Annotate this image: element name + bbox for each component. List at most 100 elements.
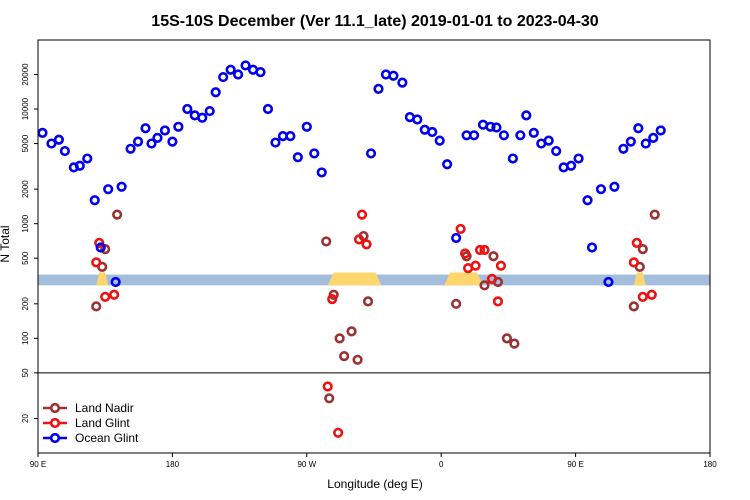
chart-title: 15S-10S December (Ver 11.1_late) 2019-01… [151, 13, 599, 30]
ocean-glint-point [167, 136, 178, 147]
ocean-glint-point [270, 137, 281, 148]
ocean-glint-point [468, 130, 480, 141]
land-glint-point [470, 260, 481, 271]
ocean-glint-point [442, 159, 453, 170]
ocean-glint-point [566, 160, 577, 171]
ocean-glint-point [173, 121, 184, 132]
y-tick-label: 10000 [21, 97, 30, 120]
ocean-glint-point [655, 125, 666, 136]
land-glint-point [628, 257, 639, 268]
land-nadir-point [479, 280, 490, 291]
ocean-glint-point [146, 138, 157, 149]
land-nadir-point [628, 301, 639, 312]
land-nadir-point [649, 209, 660, 220]
land-glint-point [637, 291, 648, 302]
legend-marker-ocean-glint [49, 432, 61, 444]
ocean-glint-point [603, 276, 614, 288]
ocean-glint-point [159, 125, 171, 136]
ocean-glint-point [210, 87, 221, 98]
y-tick-label: 50 [21, 368, 30, 377]
ocean-glint-point [485, 121, 496, 132]
land-glint-point [322, 381, 333, 392]
y-tick-label: 5000 [21, 134, 30, 152]
ocean-glint-point [110, 276, 121, 288]
land-nadir-point [362, 296, 374, 307]
land-bump-1 [96, 272, 109, 286]
ocean-glint-point [218, 71, 229, 83]
ocean-glint-point [240, 60, 251, 71]
land-nadir-point [91, 301, 102, 312]
land-nadir-point [334, 333, 345, 344]
land-nadir-point [324, 393, 335, 404]
land-nadir-point [352, 354, 363, 365]
x-tick-label: 90 W [297, 460, 316, 469]
ocean-glint-point [132, 136, 144, 147]
ocean-glint-point [204, 105, 215, 117]
y-tick-label: 100 [21, 331, 30, 345]
y-tick-label: 2000 [21, 180, 30, 198]
ocean-glint-point [521, 110, 532, 121]
y-axis-label: N Total [0, 225, 12, 262]
ocean-glint-point [498, 130, 510, 141]
land-glint-point [356, 209, 368, 220]
ocean-glint-point [397, 77, 408, 88]
ocean-glint-point [152, 132, 163, 144]
ocean-glint-point [225, 64, 236, 75]
land-glint-point [327, 293, 338, 305]
ocean-glint-point [434, 135, 445, 146]
land-glint-point [474, 244, 486, 256]
ocean-glint-point [640, 138, 651, 149]
land-glint-point [492, 296, 504, 307]
x-tick-label: 180 [703, 460, 717, 469]
land-nadir-point [346, 326, 357, 337]
ocean-glint-point [427, 126, 438, 138]
land-bump-2 [327, 272, 382, 286]
ocean-glint-point [582, 195, 593, 206]
land-glint-point [353, 234, 365, 245]
ocean-glint-point [125, 143, 136, 154]
ocean-glint-point [595, 184, 607, 195]
x-tick-label: 90 E [567, 460, 583, 469]
land-glint-point [91, 257, 102, 268]
ocean-glint-point [37, 127, 48, 138]
land-nadir-point [501, 333, 513, 344]
ocean-glint-point [140, 123, 151, 134]
ocean-glint-point [182, 103, 193, 115]
ocean-glint-point [292, 152, 303, 163]
ocean-glint-point [507, 153, 518, 164]
ocean-glint-point [262, 103, 274, 115]
land-glint-point [479, 244, 490, 256]
ocean-glint-point [551, 145, 562, 157]
land-nadir-point [339, 351, 350, 362]
ocean-glint-point [648, 132, 659, 144]
land-glint-point [486, 273, 498, 284]
ocean-glint-point [197, 112, 208, 123]
ocean-glint-point [618, 143, 629, 154]
ocean-glint-point [116, 181, 127, 192]
land-bump-3 [444, 272, 484, 286]
land-glint-point [100, 291, 111, 302]
ocean-glint-point [609, 181, 620, 192]
land-glint-point [333, 427, 344, 438]
ocean-glint-point [255, 66, 266, 78]
land-bump-4 [633, 272, 646, 286]
legend-marker-land-nadir [49, 402, 61, 414]
ocean-glint-point [59, 145, 70, 157]
land-nadir-point [112, 209, 123, 220]
ocean-glint-point [543, 135, 554, 146]
land-glint-point [495, 260, 507, 271]
y-tick-label: 200 [21, 297, 30, 311]
plot-frame [37, 39, 711, 454]
ocean-glint-point [365, 148, 377, 159]
x-tick-label: 90 E [30, 460, 46, 469]
ocean-glint-point [625, 136, 636, 147]
land-nadir-point [321, 236, 332, 247]
land-glint-point [361, 239, 372, 250]
y-tick-label: 1000 [21, 214, 30, 232]
legend-marker-land-glint [49, 417, 61, 429]
y-tick-label: 20 [21, 413, 30, 422]
ocean-glint-point [95, 242, 106, 253]
land-glint-point [459, 248, 471, 259]
